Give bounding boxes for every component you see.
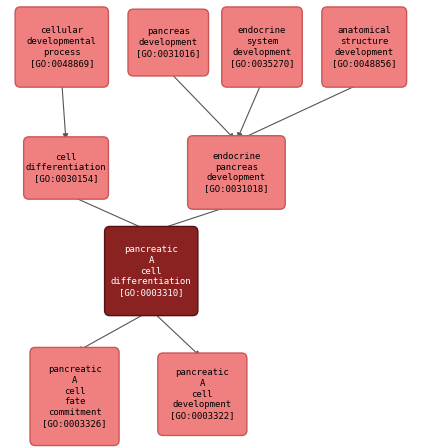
Text: anatomical
structure
development
[GO:0048856]: anatomical structure development [GO:004… [332, 26, 397, 68]
FancyBboxPatch shape [188, 136, 285, 209]
FancyBboxPatch shape [24, 137, 108, 199]
Text: cell
differentiation
[GO:0030154]: cell differentiation [GO:0030154] [26, 153, 106, 183]
Text: pancreas
development
[GO:0031016]: pancreas development [GO:0031016] [136, 27, 201, 58]
Text: cellular
developmental
process
[GO:0048869]: cellular developmental process [GO:00488… [27, 26, 97, 68]
FancyBboxPatch shape [322, 7, 406, 87]
Text: pancreatic
A
cell
differentiation
[GO:0003310]: pancreatic A cell differentiation [GO:00… [111, 245, 192, 297]
FancyBboxPatch shape [222, 7, 302, 87]
FancyBboxPatch shape [30, 348, 119, 445]
Text: endocrine
system
development
[GO:0035270]: endocrine system development [GO:0035270… [230, 26, 294, 68]
FancyBboxPatch shape [104, 227, 198, 315]
Text: pancreatic
A
cell
fate
commitment
[GO:0003326]: pancreatic A cell fate commitment [GO:00… [42, 365, 107, 428]
FancyBboxPatch shape [15, 7, 108, 87]
FancyBboxPatch shape [128, 9, 209, 76]
FancyBboxPatch shape [158, 353, 247, 435]
Text: endocrine
pancreas
development
[GO:0031018]: endocrine pancreas development [GO:00310… [204, 152, 269, 193]
Text: pancreatic
A
cell
development
[GO:0003322]: pancreatic A cell development [GO:000332… [170, 368, 235, 420]
